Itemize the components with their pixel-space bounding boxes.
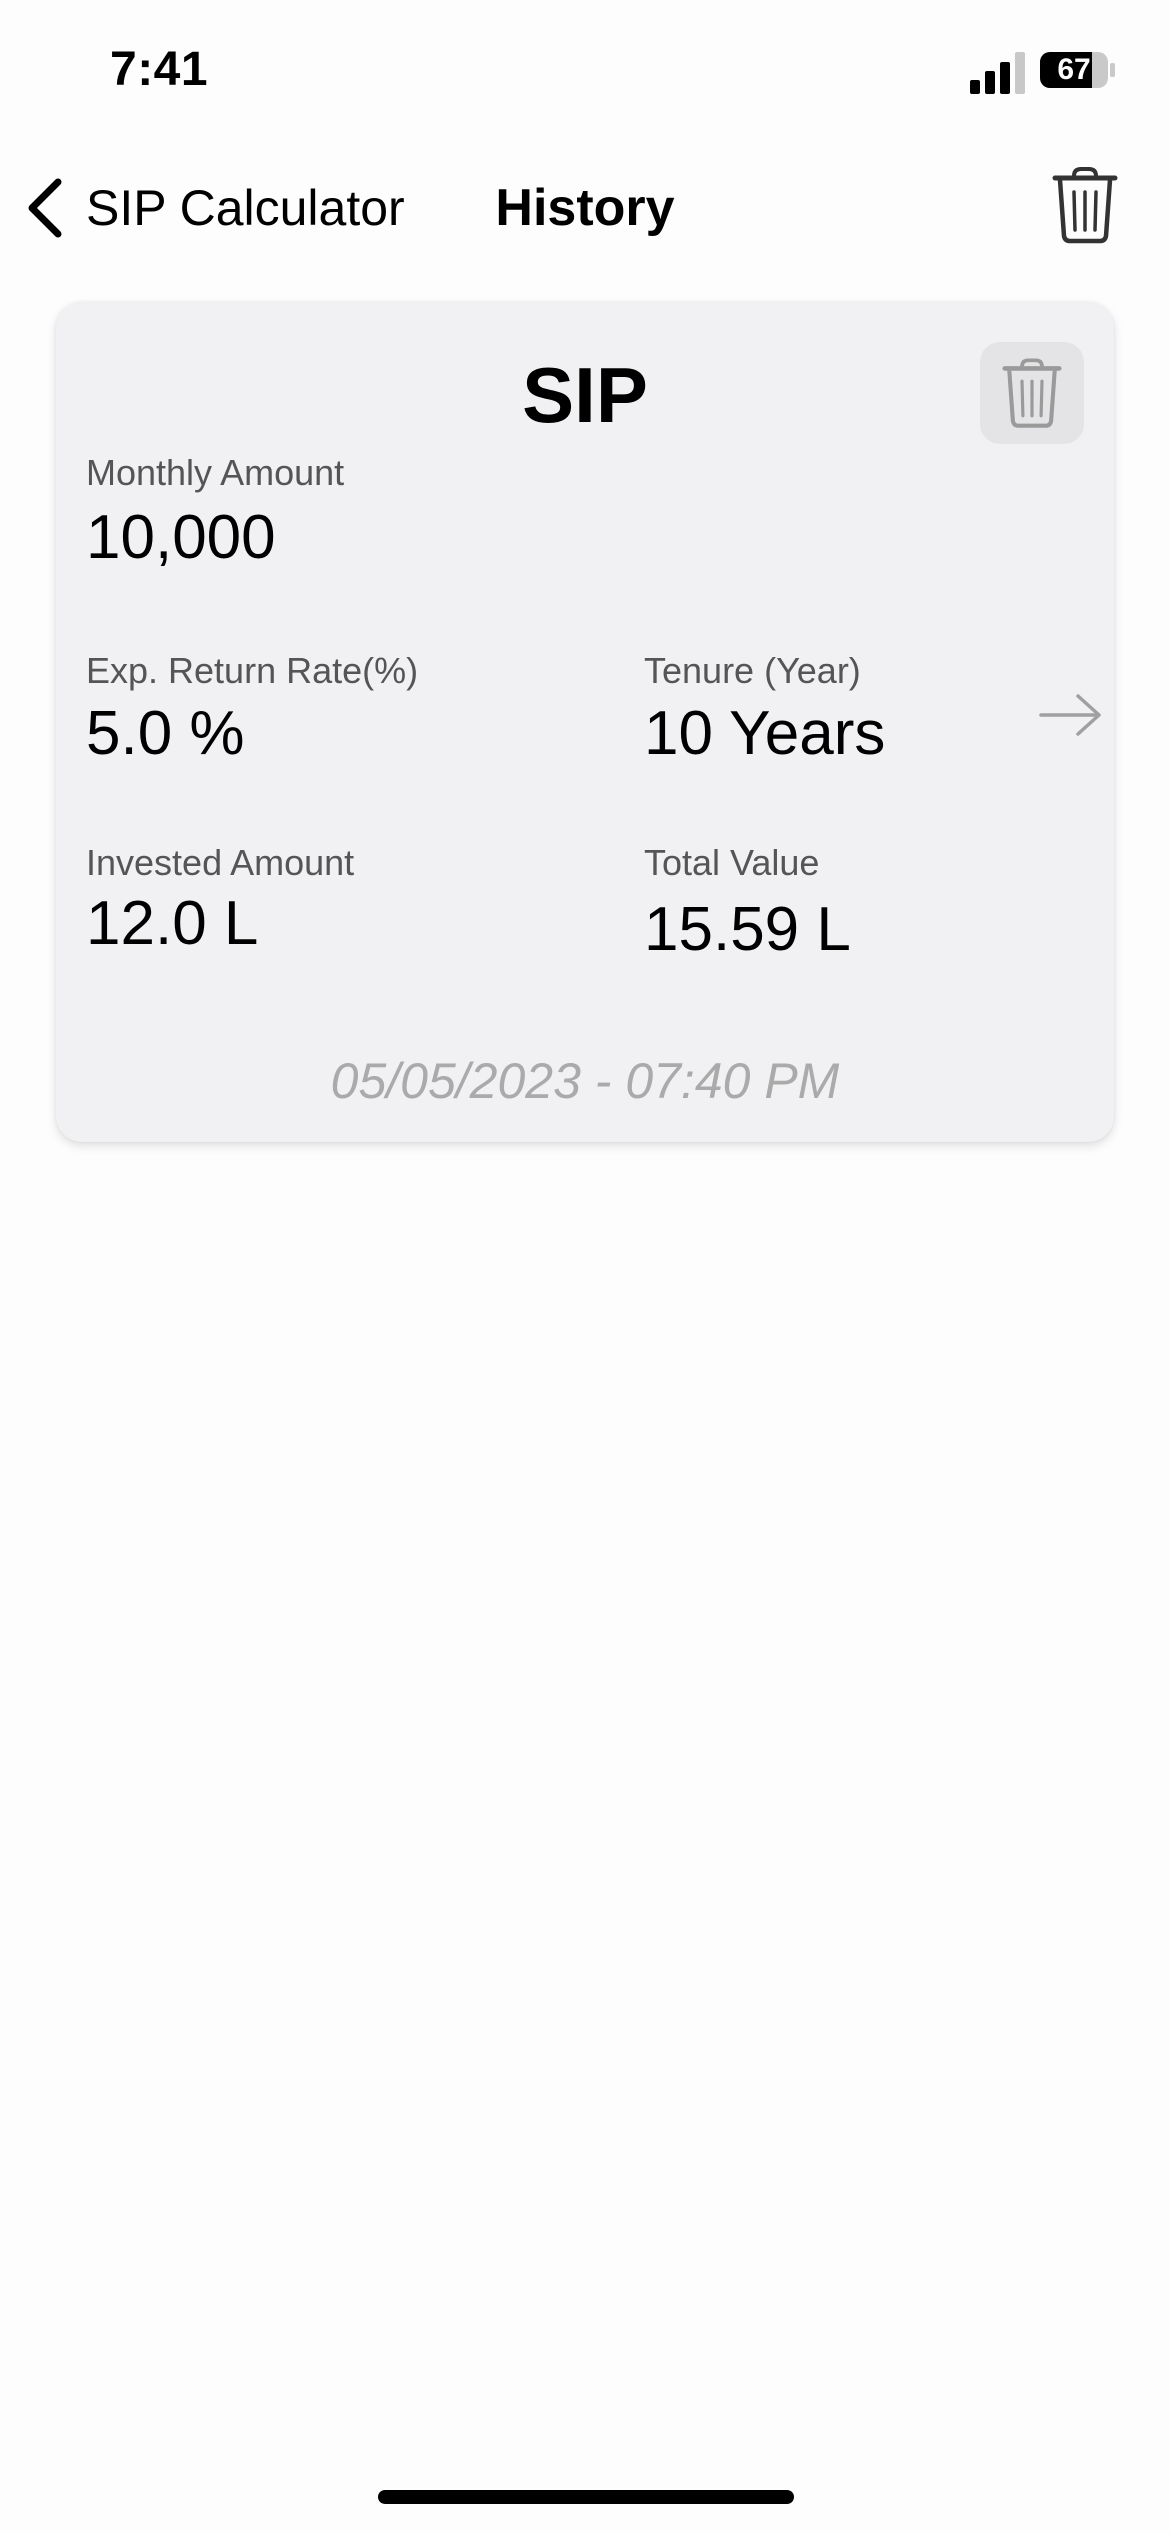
arrow-right-icon[interactable] [1038,692,1104,738]
back-button[interactable]: SIP Calculator [24,172,405,244]
back-button-label: SIP Calculator [86,180,405,236]
card-title: SIP [522,351,648,439]
monthly-amount-label: Monthly Amount [86,452,345,493]
delete-entry-button[interactable] [980,342,1084,444]
status-time: 7:41 [110,43,209,96]
entry-timestamp: 05/05/2023 - 07:40 PM [330,1053,840,1109]
battery-icon: 67 [1040,50,1116,90]
tenure-value: 10 Years [644,699,886,768]
history-card[interactable]: SIP Monthly Amount 10,000 Exp. Return Ra… [56,302,1114,1142]
home-indicator[interactable] [378,2490,794,2504]
total-value-label: Total Value [644,842,820,883]
page-title: History [495,179,675,237]
invested-amount-label: Invested Amount [86,842,355,883]
trash-icon [1052,167,1118,244]
chevron-left-icon [28,178,62,238]
invested-amount-value: 12.0 L [86,889,259,958]
monthly-amount-value: 10,000 [86,503,276,572]
return-rate-value: 5.0 % [86,699,245,768]
tenure-label: Tenure (Year) [644,650,861,691]
return-rate-label: Exp. Return Rate(%) [86,650,419,691]
clear-history-button[interactable] [1052,166,1118,244]
total-value-value: 15.59 L [644,895,851,964]
trash-icon [1002,358,1062,428]
cellular-signal-icon [970,52,1025,94]
battery-level: 67 [1057,53,1091,86]
